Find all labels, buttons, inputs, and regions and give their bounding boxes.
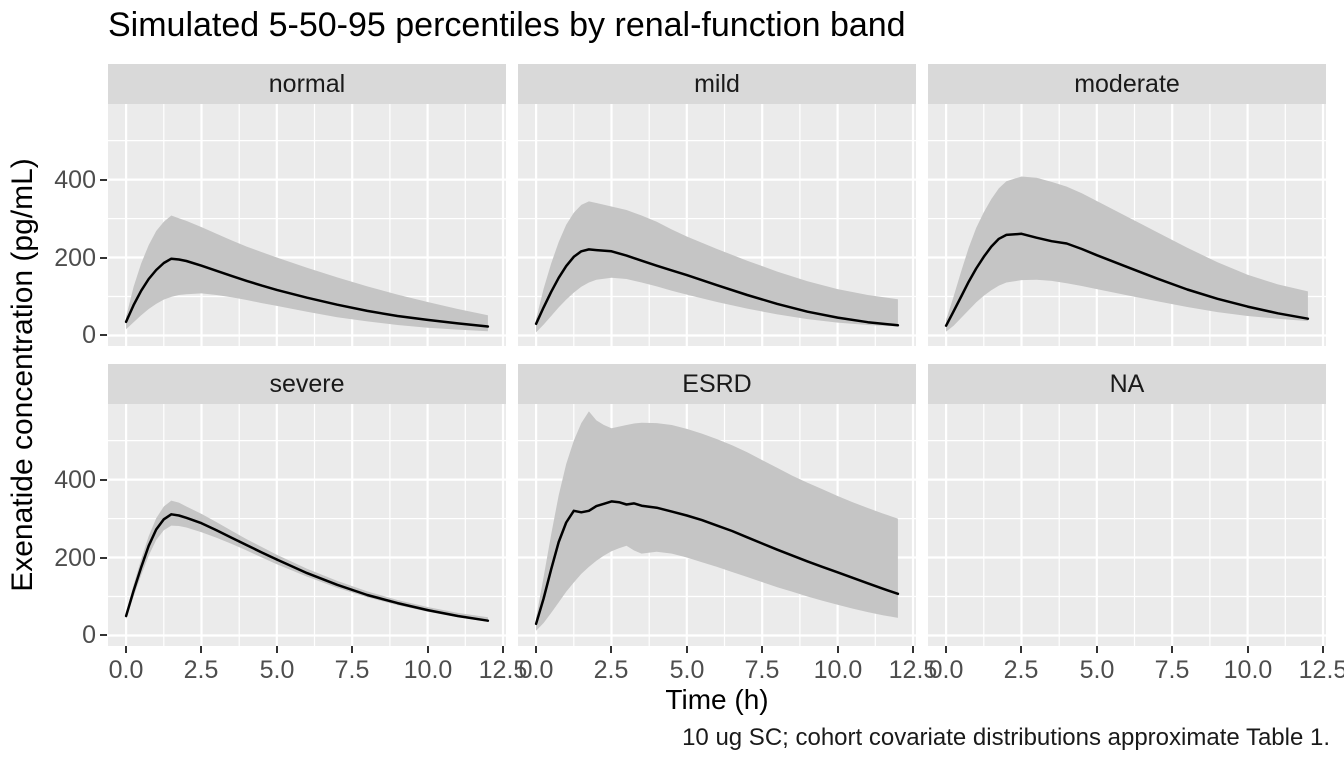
median-line [534, 248, 900, 327]
x-tick-label: 12.5 [478, 656, 528, 684]
facet-strip-severe: severe [108, 364, 506, 404]
x-tick-mark [351, 646, 353, 653]
median-line [124, 257, 490, 328]
x-tick-mark [427, 646, 429, 653]
x-tick-label: 5.0 [1079, 656, 1115, 684]
x-tick-label: 5.0 [259, 656, 295, 684]
y-tick-mark [100, 557, 107, 559]
x-tick-label: 2.5 [183, 656, 219, 684]
x-tick-label: 12.5 [888, 656, 938, 684]
percentile-ribbon [946, 176, 1308, 332]
facet-panel-normal [108, 104, 506, 346]
x-tick-mark [1171, 646, 1173, 653]
facet-panel-esrd [518, 404, 916, 646]
percentile-ribbon [126, 215, 488, 332]
x-tick-label: 10.0 [1223, 656, 1273, 684]
x-tick-label: 5.0 [669, 656, 705, 684]
x-axis-title: Time (h) [665, 684, 769, 715]
median-line [124, 513, 490, 622]
x-tick-label: 7.5 [744, 656, 780, 684]
facet-strip-normal: normal [108, 64, 506, 104]
facet-strip-moderate: moderate [928, 64, 1326, 104]
y-tick-mark [100, 479, 107, 481]
x-tick-label: 0.0 [928, 656, 964, 684]
x-tick-mark [200, 646, 202, 653]
facet-panel-na [928, 404, 1326, 646]
y-tick-label: 200 [54, 544, 96, 572]
y-tick-label: 400 [54, 166, 96, 194]
x-tick-label: 10.0 [813, 656, 863, 684]
x-tick-label: 0.0 [108, 656, 144, 684]
x-tick-mark [912, 646, 914, 653]
x-tick-label: 7.5 [334, 656, 370, 684]
y-tick-label: 400 [54, 466, 96, 494]
y-tick-mark [100, 634, 107, 636]
y-tick-mark [100, 257, 107, 259]
x-tick-mark [837, 646, 839, 653]
percentile-ribbon [536, 201, 898, 333]
x-tick-label: 7.5 [1154, 656, 1190, 684]
percentile-ribbon [536, 411, 898, 631]
median-line [944, 232, 1310, 327]
x-tick-label: 0.0 [518, 656, 554, 684]
x-tick-label: 2.5 [1003, 656, 1039, 684]
x-tick-mark [276, 646, 278, 653]
chart-title: Simulated 5-50-95 percentiles by renal-f… [108, 6, 906, 44]
x-tick-label: 2.5 [593, 656, 629, 684]
x-tick-mark [610, 646, 612, 653]
x-tick-mark [535, 646, 537, 653]
x-tick-mark [502, 646, 504, 653]
facet-strip-mild: mild [518, 64, 916, 104]
y-tick-mark [100, 334, 107, 336]
x-tick-mark [1247, 646, 1249, 653]
facet-strip-na: NA [928, 364, 1326, 404]
median-line [534, 500, 900, 626]
caption: 10 ug SC; cohort covariate distributions… [682, 724, 1330, 751]
facet-panel-severe [108, 404, 506, 646]
x-tick-mark [125, 646, 127, 653]
facet-panel-moderate [928, 104, 1326, 346]
x-tick-mark [1096, 646, 1098, 653]
panel-background [928, 404, 1326, 646]
y-tick-label: 0 [82, 321, 96, 349]
x-tick-mark [686, 646, 688, 653]
x-tick-label: 10.0 [403, 656, 453, 684]
x-tick-mark [1020, 646, 1022, 653]
y-tick-mark [100, 179, 107, 181]
y-tick-label: 0 [82, 621, 96, 649]
x-tick-mark [761, 646, 763, 653]
facet-panel-mild [518, 104, 916, 346]
facet-strip-esrd: ESRD [518, 364, 916, 404]
x-tick-label: 12.5 [1298, 656, 1344, 684]
y-tick-label: 200 [54, 244, 96, 272]
x-tick-mark [945, 646, 947, 653]
x-tick-mark [1322, 646, 1324, 653]
